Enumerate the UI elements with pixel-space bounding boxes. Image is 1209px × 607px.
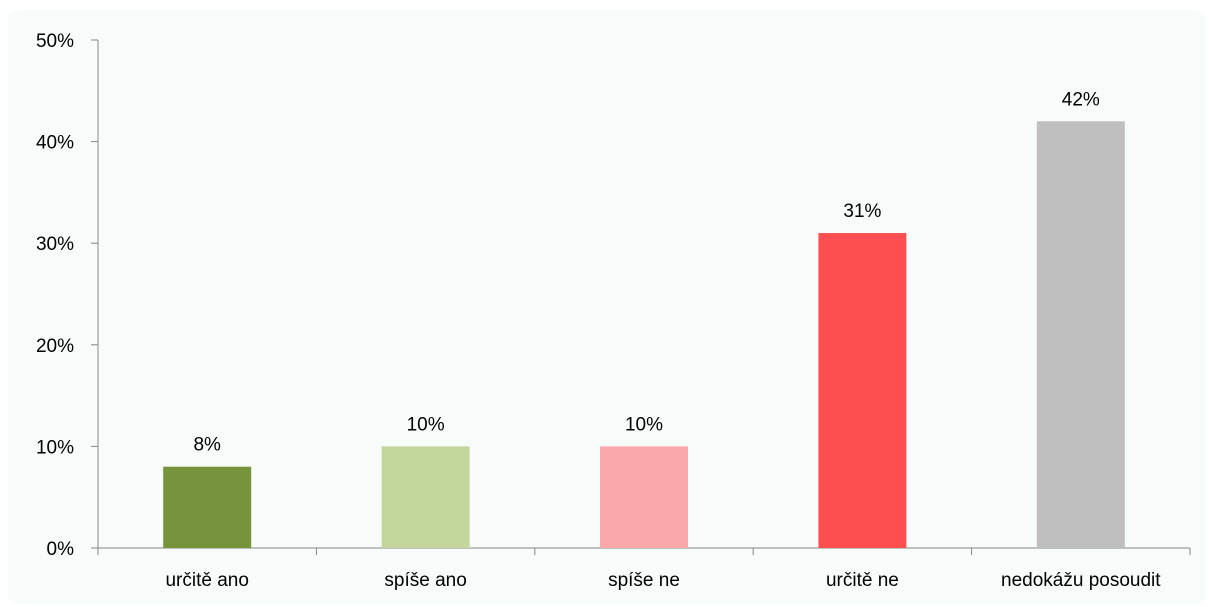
bar (1036, 121, 1125, 548)
data-label: 8% (193, 435, 221, 456)
bar (163, 466, 252, 548)
bar (600, 446, 688, 548)
category-label: nedokážu posoudit (1001, 570, 1161, 591)
category-label: určitě ano (165, 570, 248, 591)
y-tick-label: 0% (47, 539, 75, 560)
data-label: 31% (843, 201, 881, 222)
y-tick-label: 20% (36, 336, 74, 357)
category-label: určitě ne (826, 570, 899, 591)
data-label: 10% (625, 414, 663, 435)
data-label: 10% (407, 414, 445, 435)
category-label: spíše ano (384, 570, 466, 591)
category-label: spíše ne (608, 570, 680, 591)
bars (163, 121, 1125, 549)
data-label: 42% (1062, 89, 1100, 110)
y-tick-label: 10% (36, 437, 74, 458)
y-tick-label: 30% (36, 234, 74, 255)
y-tick-label: 40% (36, 133, 74, 154)
bar (381, 446, 470, 548)
y-tick-label: 50% (36, 31, 74, 52)
labels: 0% 10% 20% 30% 40% 50% 8% určitě ano 10% spíše an… (36, 31, 1161, 591)
bar (818, 233, 907, 549)
